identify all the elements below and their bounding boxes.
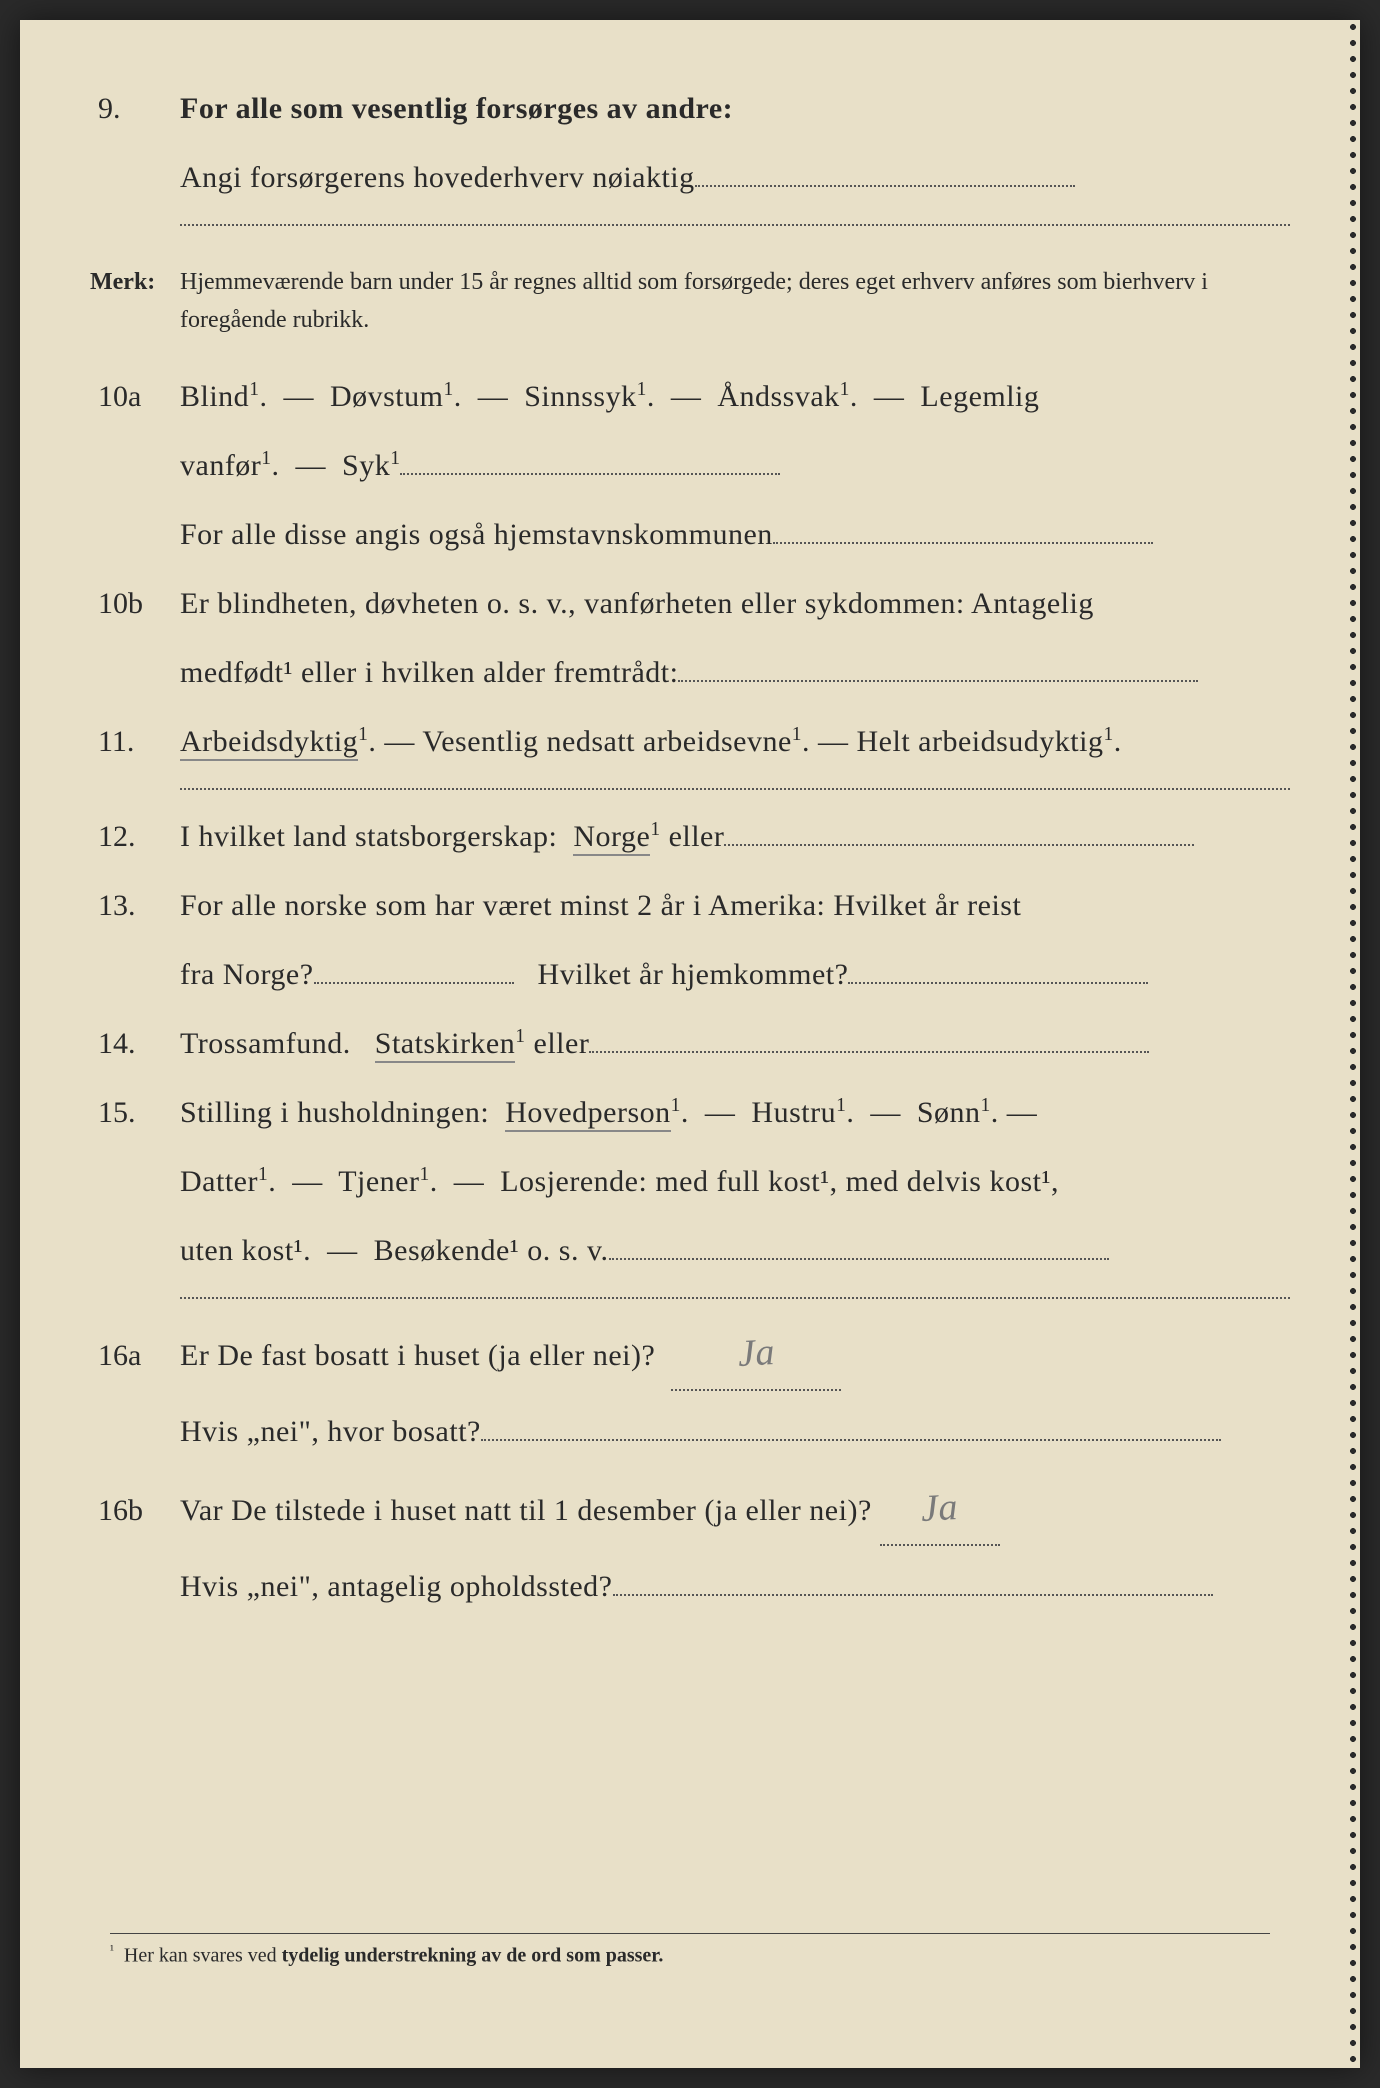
q11-row: 11. Arbeidsdyktig1. — Vesentlig nedsatt … xyxy=(90,713,1290,770)
perforated-edge xyxy=(1346,20,1360,2068)
q10a-num: 10a xyxy=(90,368,180,425)
q10b-line2: medfødt¹ eller i hvilken alder fremtrådt… xyxy=(180,644,1290,701)
merk-row: Merk: Hjemmeværende barn under 15 år reg… xyxy=(90,260,1290,340)
q11-num: 11. xyxy=(90,713,180,770)
q16a-q: Er De fast bosatt i huset (ja eller nei)… xyxy=(180,1317,1290,1391)
q13-num: 13. xyxy=(90,877,180,934)
q10b-row1: 10b Er blindheten, døvheten o. s. v., va… xyxy=(90,575,1290,632)
q12-num: 12. xyxy=(90,808,180,865)
q9-num: 9. xyxy=(90,80,180,137)
q9-line2: Angi forsørgerens hovederhverv nøiaktig xyxy=(180,149,1290,206)
q13-line2: fra Norge? Hvilket år hjemkommet? xyxy=(180,946,1290,1003)
q10a-line1: Blind1. — Døvstum1. — Sinnssyk1. — Åndss… xyxy=(180,368,1290,425)
q14-content: Trossamfund. Statskirken1 eller xyxy=(180,1015,1290,1072)
q15-num: 15. xyxy=(90,1084,180,1141)
q15-row2: Datter1. — Tjener1. — Losjerende: med fu… xyxy=(90,1153,1290,1210)
q9-blank-line xyxy=(180,224,1290,226)
q16b-answer: Ja xyxy=(919,1471,960,1545)
q14-num: 14. xyxy=(90,1015,180,1072)
q9-row2: Angi forsørgerens hovederhverv nøiaktig xyxy=(90,149,1290,206)
merk-label: Merk: xyxy=(90,260,180,306)
q13-row2: fra Norge? Hvilket år hjemkommet? xyxy=(90,946,1290,1003)
q16b-q: Var De tilstede i huset natt til 1 desem… xyxy=(180,1472,1290,1546)
q15-row1: 15. Stilling i husholdningen: Hovedperso… xyxy=(90,1084,1290,1141)
q10a-row1: 10a Blind1. — Døvstum1. — Sinnssyk1. — Å… xyxy=(90,368,1290,425)
q10b-num: 10b xyxy=(90,575,180,632)
footnote: ¹ Her kan svares ved tydelig understrekn… xyxy=(110,1933,1270,1968)
q10a-line2: vanfør1. — Syk1 xyxy=(180,437,1290,494)
q15-row3: uten kost¹. — Besøkende¹ o. s. v. xyxy=(90,1222,1290,1279)
q16b-num: 16b xyxy=(90,1482,180,1539)
q16a-row2: Hvis „nei", hvor bosatt? xyxy=(90,1403,1290,1460)
q13-line1: For alle norske som har været minst 2 år… xyxy=(180,877,1290,934)
q15-line3: uten kost¹. — Besøkende¹ o. s. v. xyxy=(180,1222,1290,1279)
census-form-page: 9. For alle som vesentlig forsørges av a… xyxy=(20,20,1360,2068)
q9-row1: 9. For alle som vesentlig forsørges av a… xyxy=(90,80,1290,137)
q16a-num: 16a xyxy=(90,1327,180,1384)
q10a-line3: For alle disse angis også hjemstavnskomm… xyxy=(180,506,1290,563)
q10b-row2: medfødt¹ eller i hvilken alder fremtrådt… xyxy=(90,644,1290,701)
q15-blank-line xyxy=(180,1297,1290,1299)
merk-text: Hjemmeværende barn under 15 år regnes al… xyxy=(180,263,1290,340)
q15-line1: Stilling i husholdningen: Hovedperson1. … xyxy=(180,1084,1290,1141)
q13-row1: 13. For alle norske som har været minst … xyxy=(90,877,1290,934)
q10a-row2: vanfør1. — Syk1 xyxy=(90,437,1290,494)
q14-row: 14. Trossamfund. Statskirken1 eller xyxy=(90,1015,1290,1072)
q16b-row2: Hvis „nei", antagelig opholdssted? xyxy=(90,1558,1290,1615)
q11-content: Arbeidsdyktig1. — Vesentlig nedsatt arbe… xyxy=(180,713,1290,770)
q16a-row1: 16a Er De fast bosatt i huset (ja eller … xyxy=(90,1317,1290,1391)
q12-row: 12. I hvilket land statsborgerskap: Norg… xyxy=(90,808,1290,865)
footnote-text: Her kan svares ved tydelig understreknin… xyxy=(124,1945,663,1967)
q16a-sub: Hvis „nei", hvor bosatt? xyxy=(180,1403,1290,1460)
q16a-answer: Ja xyxy=(736,1316,777,1390)
q11-blank-line xyxy=(180,788,1290,790)
q15-line2: Datter1. — Tjener1. — Losjerende: med fu… xyxy=(180,1153,1290,1210)
q9-line1: For alle som vesentlig forsørges av andr… xyxy=(180,80,1290,137)
q16b-row1: 16b Var De tilstede i huset natt til 1 d… xyxy=(90,1472,1290,1546)
q10b-line1: Er blindheten, døvheten o. s. v., vanfør… xyxy=(180,575,1290,632)
q12-content: I hvilket land statsborgerskap: Norge1 e… xyxy=(180,808,1290,865)
q16b-sub: Hvis „nei", antagelig opholdssted? xyxy=(180,1558,1290,1615)
q10a-row3: For alle disse angis også hjemstavnskomm… xyxy=(90,506,1290,563)
